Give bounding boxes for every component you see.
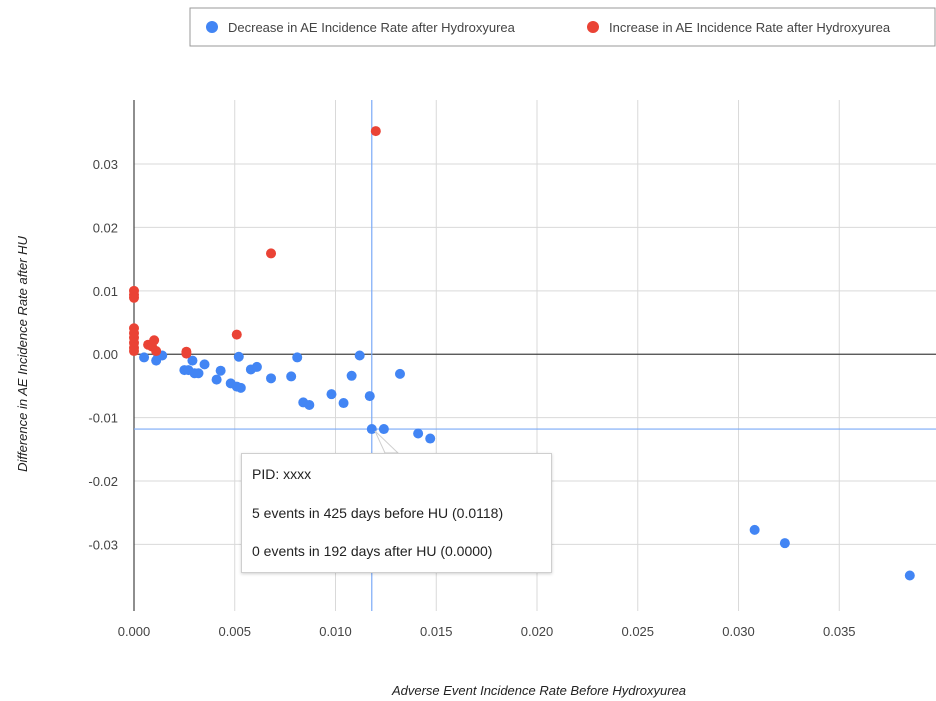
increase-point[interactable]	[231, 329, 242, 340]
decrease-point[interactable]	[266, 373, 277, 384]
decrease-point[interactable]	[326, 389, 337, 400]
legend-label-decrease[interactable]: Decrease in AE Incidence Rate after Hydr…	[228, 20, 516, 35]
y-tick-label: -0.01	[88, 411, 118, 426]
decrease-point[interactable]	[233, 351, 244, 362]
data-points	[129, 126, 915, 581]
tooltip-pid: PID: xxxx	[252, 466, 312, 482]
x-tick-label: 0.025	[621, 624, 654, 639]
legend-box	[189, 7, 936, 47]
decrease-point[interactable]	[779, 538, 790, 549]
increase-point[interactable]	[151, 346, 162, 357]
tooltip-pointer	[374, 430, 400, 454]
decrease-point[interactable]	[354, 350, 365, 361]
decrease-point[interactable]	[394, 368, 405, 379]
data-point-tooltip: PID: xxxx 5 events in 425 days before HU…	[241, 453, 552, 573]
y-tick-labels: 0.03 0.02 0.01 0.00 -0.01 -0.02 -0.03	[88, 157, 118, 552]
decrease-point[interactable]	[139, 352, 150, 363]
tooltip-before: 5 events in 425 days before HU (0.0118)	[252, 505, 504, 521]
decrease-point[interactable]	[413, 428, 424, 439]
decrease-point[interactable]	[338, 398, 349, 409]
decrease-point[interactable]	[425, 433, 436, 444]
y-tick-label: -0.02	[88, 474, 118, 489]
decrease-point[interactable]	[235, 382, 246, 393]
decrease-point[interactable]	[199, 359, 210, 370]
x-tick-label: 0.000	[118, 624, 151, 639]
tooltip-after: 0 events in 192 days after HU (0.0000)	[252, 543, 493, 559]
y-axis-title: Difference in AE Incidence Rate after HU	[15, 235, 30, 471]
increase-point[interactable]	[129, 346, 139, 357]
legend-marker-decrease	[206, 21, 218, 33]
y-tick-label: 0.03	[93, 157, 118, 172]
increase-point[interactable]	[370, 126, 381, 137]
decrease-point[interactable]	[211, 374, 222, 385]
x-tick-labels: 0.000 0.005 0.010 0.015 0.020 0.025 0.030 0.035	[118, 624, 856, 639]
x-tick-label: 0.015	[420, 624, 453, 639]
x-tick-label: 0.030	[722, 624, 755, 639]
decrease-point[interactable]	[193, 368, 204, 379]
decrease-point[interactable]	[346, 370, 357, 381]
legend-label-increase[interactable]: Increase in AE Incidence Rate after Hydr…	[609, 20, 891, 35]
increase-point[interactable]	[129, 292, 139, 303]
decrease-point[interactable]	[187, 355, 198, 366]
increase-point[interactable]	[149, 335, 160, 346]
decrease-point[interactable]	[364, 391, 375, 402]
decrease-point[interactable]	[904, 570, 915, 581]
decrease-point[interactable]	[292, 352, 303, 363]
decrease-point[interactable]	[378, 424, 389, 435]
legend-marker-increase	[587, 21, 599, 33]
y-tick-label: 0.01	[93, 284, 118, 299]
y-tick-label: -0.03	[88, 537, 118, 552]
y-tick-label: 0.00	[93, 347, 118, 362]
decrease-point[interactable]	[215, 365, 226, 376]
increase-point[interactable]	[181, 348, 192, 359]
decrease-point[interactable]	[366, 424, 377, 435]
x-tick-label: 0.010	[319, 624, 352, 639]
decrease-point[interactable]	[251, 361, 262, 372]
increase-point[interactable]	[266, 248, 277, 259]
x-tick-label: 0.035	[823, 624, 856, 639]
x-tick-label: 0.020	[521, 624, 554, 639]
decrease-point[interactable]	[304, 399, 315, 410]
x-axis-title: Adverse Event Incidence Rate Before Hydr…	[391, 683, 686, 698]
decrease-point[interactable]	[749, 524, 760, 535]
y-tick-label: 0.02	[93, 220, 118, 235]
legend: Decrease in AE Incidence Rate after Hydr…	[189, 7, 936, 47]
x-tick-label: 0.005	[218, 624, 251, 639]
decrease-point[interactable]	[286, 371, 297, 382]
